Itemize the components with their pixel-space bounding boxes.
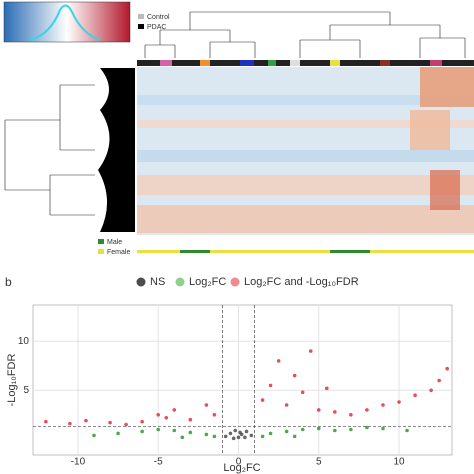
x-tick-label: 10: [393, 457, 405, 468]
point: [249, 433, 254, 438]
point: [413, 393, 417, 397]
point: [260, 398, 265, 402]
y-tick-label: 5: [23, 385, 29, 396]
point: [238, 430, 242, 435]
legend-marker: [136, 277, 146, 287]
point: [268, 383, 273, 388]
y-axis-label: -Log₁₀FDR: [6, 353, 18, 406]
point: [324, 386, 329, 391]
color-key: [3, 1, 131, 43]
point: [437, 378, 441, 383]
point: [172, 428, 177, 433]
legend-label: Male: [107, 239, 122, 246]
legend-label: PDAC: [147, 24, 166, 31]
point: [140, 419, 144, 424]
point: [44, 419, 48, 424]
legend-swatch: [98, 239, 104, 244]
heatmap: [137, 67, 474, 235]
row-dendrogram: [4, 68, 135, 232]
point: [140, 429, 144, 434]
x-tick-label: -5: [154, 457, 163, 468]
legend-swatch: [138, 24, 144, 29]
point: [445, 366, 449, 371]
y-tick-label: 10: [18, 336, 30, 347]
legend-label: Control: [147, 14, 170, 21]
point: [124, 422, 128, 427]
point: [233, 428, 238, 433]
x-tick-label: -10: [71, 457, 86, 468]
point: [300, 390, 305, 395]
point: [316, 408, 321, 412]
point: [164, 415, 169, 420]
point: [308, 349, 313, 353]
point: [405, 428, 409, 433]
point: [268, 431, 273, 436]
point: [243, 435, 247, 440]
point: [244, 429, 249, 434]
point: [156, 413, 161, 417]
column-annotation: [137, 60, 474, 66]
point: [92, 433, 96, 438]
legend-label: Female: [107, 249, 130, 256]
point: [292, 434, 297, 439]
point: [333, 428, 337, 433]
point: [236, 435, 241, 440]
point: [204, 403, 209, 407]
sex-annotation: [137, 250, 474, 253]
point: [381, 426, 385, 431]
point: [316, 426, 321, 431]
legend-swatch: [98, 249, 104, 254]
legend-label: NS: [150, 276, 165, 288]
legend-marker: [230, 277, 240, 287]
point: [349, 427, 353, 432]
column-dendrogram: [144, 11, 466, 58]
point: [212, 434, 217, 439]
point: [284, 403, 289, 407]
legend-label: Log₂FC: [189, 276, 226, 288]
point: [188, 430, 193, 435]
legend-swatch: [138, 14, 144, 19]
x-tick-label: 0: [236, 457, 242, 468]
point: [429, 388, 433, 393]
point: [260, 434, 265, 439]
point: [231, 436, 236, 441]
point: [228, 431, 233, 436]
legend-label: Log₂FC and -Log₁₀FDR: [244, 276, 359, 288]
point: [156, 427, 161, 432]
x-axis-label: Log₂FC: [223, 462, 260, 474]
point: [172, 408, 177, 412]
point: [180, 435, 185, 440]
point: [204, 432, 209, 437]
point: [84, 418, 88, 423]
point: [292, 373, 297, 378]
legend-marker: [175, 277, 185, 287]
panel-label: b: [5, 275, 12, 289]
point: [333, 410, 337, 414]
point: [276, 359, 281, 363]
point: [381, 403, 385, 407]
point: [116, 431, 120, 436]
x-tick-label: 5: [316, 457, 322, 468]
point: [365, 408, 369, 412]
point: [212, 413, 217, 417]
point: [223, 434, 228, 439]
point: [108, 420, 112, 425]
point: [284, 429, 289, 434]
point: [68, 421, 72, 426]
point: [349, 413, 353, 417]
point: [397, 400, 401, 404]
point: [188, 417, 193, 422]
point: [365, 425, 369, 430]
plot-area: [32, 304, 453, 456]
point: [300, 427, 305, 432]
